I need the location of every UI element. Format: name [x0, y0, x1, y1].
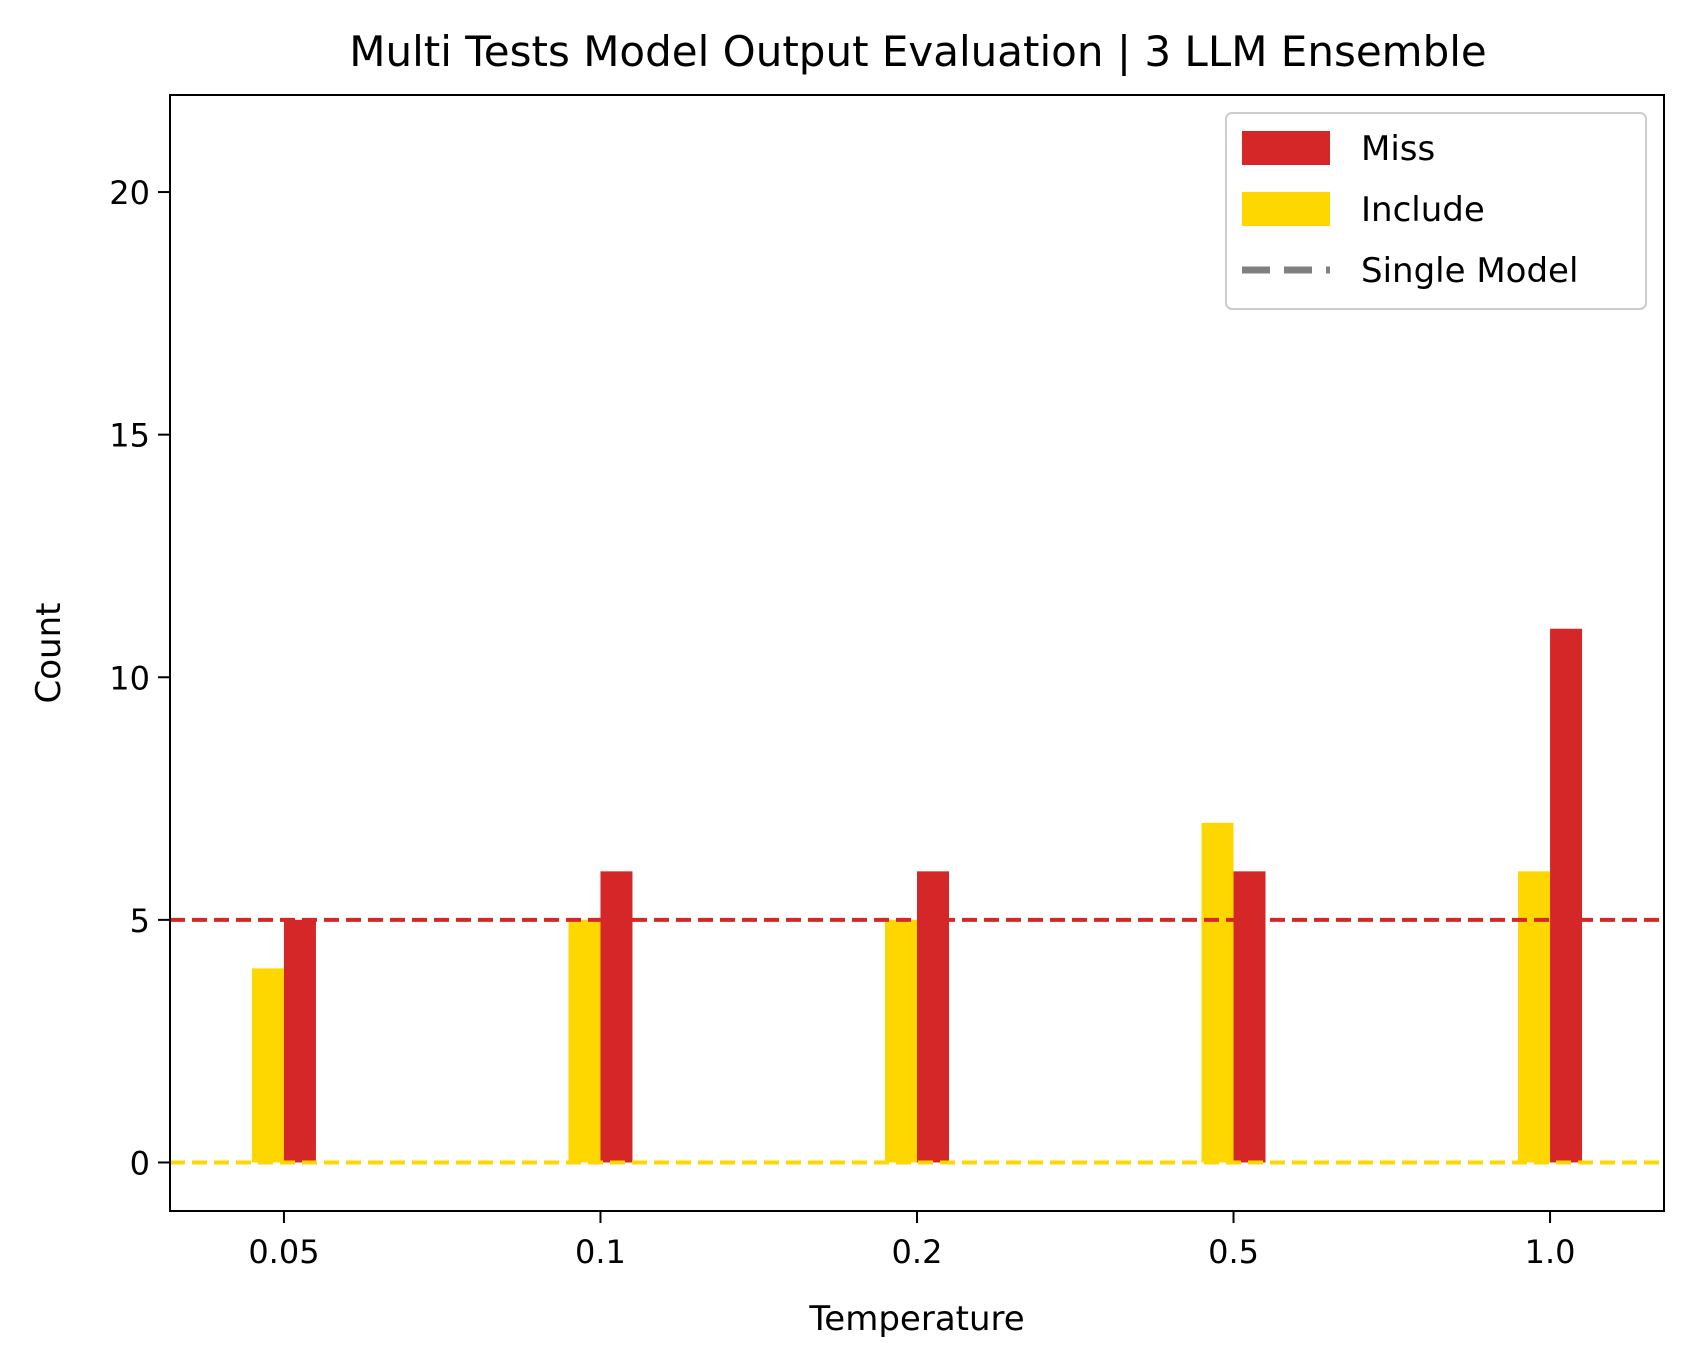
x-tick-label-1.0: 1.0: [1525, 1233, 1576, 1271]
y-tick-label-0: 0: [130, 1144, 150, 1182]
x-axis-label: Temperature: [808, 1299, 1024, 1339]
x-tick-label-0.1: 0.1: [575, 1233, 626, 1271]
bar-miss-0.05: [283, 919, 316, 1163]
y-axis-label: Count: [29, 603, 69, 704]
legend-label-miss: Miss: [1361, 129, 1435, 169]
bar-miss-1.0: [1550, 628, 1583, 1163]
legend-swatch-include: [1242, 192, 1330, 226]
plot-area: [170, 628, 1664, 1165]
legend-label-include: Include: [1361, 190, 1485, 230]
bar-miss-0.1: [600, 871, 633, 1163]
x-tick-label-0.05: 0.05: [248, 1233, 319, 1271]
legend-swatch-miss: [1242, 131, 1330, 165]
bar-include-0.5: [1201, 822, 1234, 1163]
y-tick-label-5: 5: [130, 902, 150, 940]
axes: 0 5 10 15 20 0.05 0.1 0.2 0.5 1.0: [109, 174, 1575, 1271]
y-tick-label-10: 10: [109, 659, 150, 697]
bar-miss-0.2: [917, 871, 949, 1163]
legend-label-single-model: Single Model: [1361, 251, 1578, 291]
chart-title: Multi Tests Model Output Evaluation | 3 …: [349, 27, 1487, 76]
bar-miss-0.5: [1233, 871, 1266, 1163]
y-tick-label-20: 20: [109, 174, 150, 212]
bar-include-0.2: [885, 919, 917, 1163]
x-tick-label-0.5: 0.5: [1208, 1233, 1259, 1271]
x-tick-label-0.2: 0.2: [892, 1233, 943, 1271]
bar-include-0.1: [568, 919, 601, 1163]
legend: Miss Include Single Model: [1225, 112, 1647, 310]
bar-include-1.0: [1518, 871, 1551, 1163]
y-tick-label-15: 15: [109, 417, 150, 455]
bar-include-0.05: [251, 968, 284, 1163]
legend-box: [1225, 112, 1647, 310]
